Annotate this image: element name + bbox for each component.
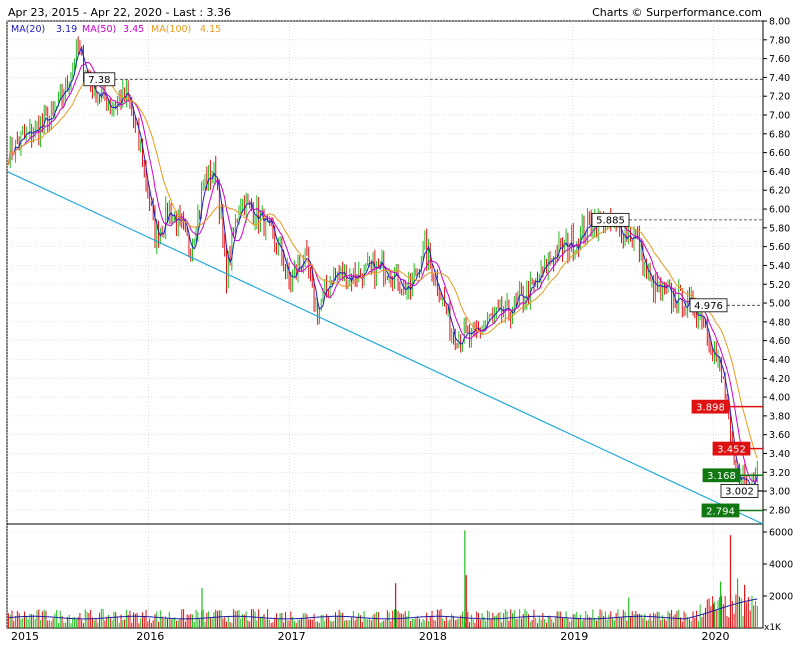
year-tick-label: 2020 bbox=[702, 630, 730, 643]
price-tick-label: 3.00 bbox=[769, 487, 790, 498]
volume-tick-label: 4000 bbox=[769, 560, 793, 571]
ma100-legend-value: 4.15 bbox=[200, 24, 221, 35]
level-label-box bbox=[591, 212, 630, 227]
price-levels: 7.38 5.885 4.976 3.898 3.452 3.168 3.002 2.794 bbox=[83, 72, 763, 518]
price-tick-label: 7.80 bbox=[769, 35, 790, 46]
price-tick-label: 4.20 bbox=[769, 374, 790, 385]
price-tick-label: 6.00 bbox=[769, 205, 790, 216]
price-tick-label: 6.20 bbox=[769, 186, 790, 197]
level-label-box bbox=[83, 72, 116, 87]
price-tick-label: 5.00 bbox=[769, 299, 790, 310]
volume-unit-label: x1K bbox=[764, 623, 782, 633]
ma20-line bbox=[7, 46, 758, 487]
price-tick-label: 6.80 bbox=[769, 129, 790, 140]
price-tick-label: 4.80 bbox=[769, 317, 790, 328]
moving-averages bbox=[7, 46, 758, 487]
price-tick-label: 6.40 bbox=[769, 167, 790, 178]
price-grid bbox=[7, 20, 763, 511]
level-label: 3.452 bbox=[717, 444, 746, 455]
year-tick-label: 2017 bbox=[278, 630, 306, 643]
price-tick-label: 3.60 bbox=[769, 430, 790, 441]
price-tick-label: 8.00 bbox=[769, 17, 790, 28]
volume-tick-label: 2000 bbox=[769, 592, 793, 603]
ma20-legend-value: 3.19 bbox=[56, 24, 77, 35]
price-tick-label: 4.00 bbox=[769, 393, 790, 404]
volume-grid bbox=[7, 531, 763, 597]
chart-header-left: Apr 23, 2015 - Apr 22, 2020 - Last : 3.3… bbox=[8, 6, 231, 19]
price-tick-label: 5.20 bbox=[769, 280, 790, 291]
volume-axis: 6000 4000 2000 bbox=[763, 528, 793, 603]
price-tick-label: 5.80 bbox=[769, 223, 790, 234]
level-label: 4.976 bbox=[694, 301, 723, 312]
price-tick-label: 4.40 bbox=[769, 355, 790, 366]
date-axis: 2015 2016 2017 2018 2019 2020 bbox=[6, 21, 730, 643]
level-label-box bbox=[689, 298, 728, 313]
price-axis: 8.00 7.80 7.60 7.40 7.20 7.00 6.80 6.60 6.40 6.20… bbox=[763, 17, 790, 516]
level-label: 5.885 bbox=[596, 216, 625, 227]
trendline bbox=[6, 170, 764, 525]
level-label: 3.168 bbox=[707, 471, 736, 482]
year-tick-label: 2019 bbox=[560, 630, 588, 643]
level-label: 3.002 bbox=[725, 487, 754, 498]
price-tick-label: 4.60 bbox=[769, 336, 790, 347]
level-label: 2.794 bbox=[706, 506, 735, 517]
level-label: 7.38 bbox=[88, 75, 110, 86]
price-tick-label: 6.60 bbox=[769, 148, 790, 159]
price-tick-label: 3.40 bbox=[769, 449, 790, 460]
volume-average-line bbox=[8, 598, 758, 620]
year-tick-label: 2015 bbox=[11, 630, 39, 643]
long-term-trendline bbox=[6, 170, 764, 525]
level-label-box bbox=[701, 503, 740, 518]
price-tick-label: 7.20 bbox=[769, 92, 790, 103]
ma50-legend-label: MA(50) bbox=[82, 24, 116, 35]
ma100-legend-label: MA(100) bbox=[151, 24, 191, 35]
price-tick-label: 7.40 bbox=[769, 73, 790, 84]
level-label-box bbox=[691, 399, 730, 414]
price-tick-label: 2.80 bbox=[769, 505, 790, 516]
price-tick-label: 5.60 bbox=[769, 242, 790, 253]
price-tick-label: 3.20 bbox=[769, 468, 790, 479]
volume-tick-label: 6000 bbox=[769, 528, 793, 539]
level-label: 3.898 bbox=[696, 402, 725, 413]
ma-legend: MA(20) 3.19 MA(50) 3.45 MA(100) 4.15 bbox=[11, 24, 221, 35]
volume-panel bbox=[6, 523, 764, 629]
price-tick-label: 5.40 bbox=[769, 261, 790, 272]
price-tick-label: 3.80 bbox=[769, 411, 790, 422]
level-label-box bbox=[720, 484, 759, 498]
year-tick-label: 2018 bbox=[419, 630, 447, 643]
year-tick-label: 2016 bbox=[136, 630, 164, 643]
ma50-legend-value: 3.45 bbox=[123, 24, 144, 35]
chart-header-right: Charts © Surperformance.com bbox=[592, 6, 762, 19]
ma20-legend-label: MA(20) bbox=[11, 24, 45, 35]
level-label-box bbox=[702, 468, 741, 483]
price-tick-label: 7.00 bbox=[769, 111, 790, 122]
ma100-line bbox=[7, 74, 758, 459]
level-label-box bbox=[712, 441, 751, 456]
price-tick-label: 7.60 bbox=[769, 54, 790, 65]
volume-bars bbox=[7, 530, 758, 628]
